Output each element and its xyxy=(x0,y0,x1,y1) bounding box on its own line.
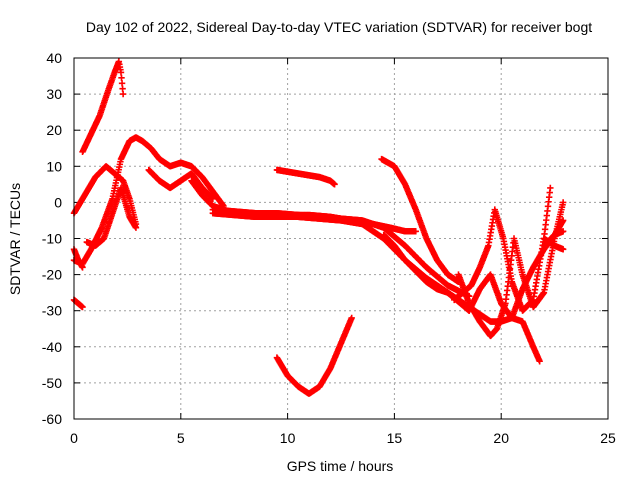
data-point xyxy=(118,80,126,87)
y-tick-label: 40 xyxy=(46,50,62,66)
series-arc-1 xyxy=(79,58,127,156)
data-point xyxy=(348,314,355,322)
data-point xyxy=(119,85,126,92)
plot-frame xyxy=(73,57,609,420)
series-arc-7 xyxy=(145,166,217,202)
series-arc-12 xyxy=(273,314,355,397)
data-point xyxy=(536,358,543,365)
x-tick-label: 20 xyxy=(493,430,509,446)
data-point xyxy=(119,90,127,98)
data-point xyxy=(118,74,125,82)
grid xyxy=(74,58,608,419)
series-arc-5 xyxy=(70,296,86,311)
x-axis-label: GPS time / hours xyxy=(287,458,394,474)
x-tick-label: 5 xyxy=(177,430,185,446)
data-point xyxy=(132,224,140,231)
data-point xyxy=(331,181,338,188)
data-point xyxy=(559,246,567,253)
y-tick-label: -10 xyxy=(42,231,62,247)
data-point xyxy=(117,69,125,76)
y-tick-label: -40 xyxy=(42,339,62,355)
series-arc-11 xyxy=(273,166,338,188)
y-tick-label: -50 xyxy=(42,375,62,391)
y-tick-label: -60 xyxy=(42,411,62,427)
x-tick-label: 0 xyxy=(70,430,78,446)
y-tick-label: 0 xyxy=(54,194,62,210)
axis-ticks: 0 5 10 15 20 25 -60 -50 -40 -30 -20 -10 0 10 20 30 40 xyxy=(42,50,616,446)
data-point xyxy=(79,264,86,271)
y-axis-label: SDTVAR / TECUs xyxy=(7,183,23,295)
series-arc-13 xyxy=(378,155,462,286)
data-point xyxy=(79,303,86,311)
series-arc-6 xyxy=(83,184,140,249)
data-points xyxy=(70,58,567,397)
data-point xyxy=(559,217,567,224)
y-tick-label: 30 xyxy=(46,86,62,102)
data-point xyxy=(209,195,217,202)
y-tick-label: -30 xyxy=(42,303,62,319)
data-point xyxy=(559,199,567,206)
series-arc-2 xyxy=(70,163,140,228)
data-point xyxy=(547,184,554,192)
series-arc-10 xyxy=(209,210,473,314)
series-arc-16 xyxy=(455,199,567,340)
data-point xyxy=(412,228,419,235)
data-point xyxy=(559,228,567,235)
y-tick-label: 20 xyxy=(46,122,62,138)
x-tick-label: 25 xyxy=(600,430,616,446)
chart-title: Day 102 of 2022, Sidereal Day-to-day VTE… xyxy=(86,19,592,35)
series-arc-19 xyxy=(540,235,567,253)
x-tick-label: 10 xyxy=(280,430,296,446)
x-tick-label: 15 xyxy=(387,430,403,446)
y-tick-label: -20 xyxy=(42,267,62,283)
y-tick-label: 10 xyxy=(46,158,62,174)
